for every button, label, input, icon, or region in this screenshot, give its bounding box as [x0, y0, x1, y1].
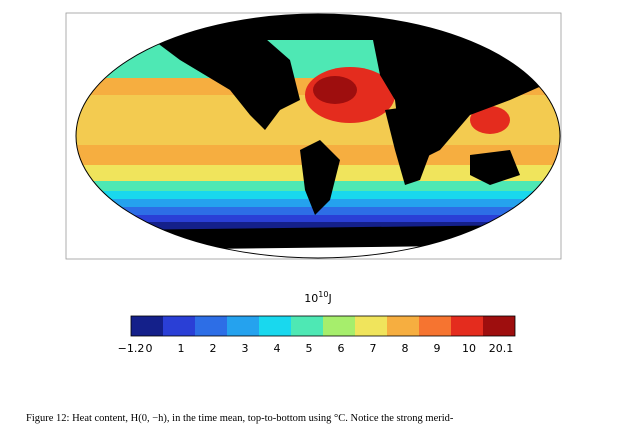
colorbar-tick-label: 2: [210, 342, 217, 355]
colorbar-unit: 1010J: [304, 290, 331, 305]
colorbar-block: [483, 316, 515, 336]
colorbar-tick-label: 1: [178, 342, 185, 355]
colorbar-block: [195, 316, 227, 336]
colorbar-tick-label: 4: [274, 342, 281, 355]
colorbar-tick-label: 20.1: [489, 342, 514, 355]
colorbar-block: [451, 316, 483, 336]
colorbar-tick-label: 9: [434, 342, 441, 355]
unit-base: 10: [304, 292, 318, 305]
colorbar-block: [323, 316, 355, 336]
colorbar-tick-label: 0: [146, 342, 153, 355]
colorbar-block: [419, 316, 451, 336]
colorbar-block: [387, 316, 419, 336]
colorbar-block: [227, 316, 259, 336]
colorbar-block: [163, 316, 195, 336]
colorbar-tick-label: 3: [242, 342, 249, 355]
map-outline: [75, 13, 561, 259]
colorbar-block: [291, 316, 323, 336]
colorbar-tick-label: 6: [338, 342, 345, 355]
colorbar-block: [355, 316, 387, 336]
colorbar-block: [259, 316, 291, 336]
colorbar-tick-label: 8: [402, 342, 409, 355]
colorbar-tick-label: 5: [306, 342, 313, 355]
colorbar: −1.2 0 1 2 3 4 5 6 7 8 9 10 20.1: [118, 315, 516, 355]
colorbar-tick-label: 7: [370, 342, 377, 355]
unit: J: [327, 292, 331, 305]
colorbar-border: [130, 315, 516, 337]
caption: Figure 12: Heat content, H(0, −h), in th…: [26, 413, 454, 424]
colorbar-tick-label: 10: [462, 342, 476, 355]
colorbar-block: [131, 316, 163, 336]
colorbar-tick-label: −1.2: [118, 342, 145, 355]
unit-exponent: 10: [318, 290, 328, 299]
